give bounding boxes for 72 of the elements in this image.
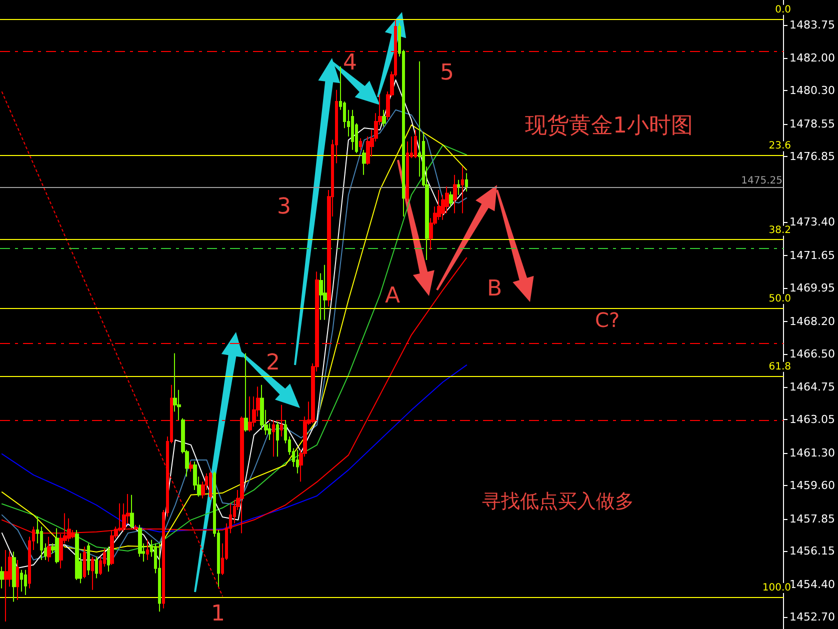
candlestick — [83, 546, 86, 579]
candlestick — [414, 129, 417, 159]
candlestick — [244, 352, 248, 432]
candlestick — [453, 174, 457, 214]
y-tick-label: 1466.50 — [790, 347, 836, 360]
annotation: 5 — [440, 60, 454, 86]
candlestick — [107, 546, 110, 572]
candlestick — [134, 524, 138, 531]
y-tick-label: 1476.85 — [790, 150, 836, 163]
y-tick-label: 1471.65 — [790, 249, 836, 262]
candlestick — [20, 569, 23, 592]
candlestick — [87, 542, 90, 576]
candlestick — [91, 556, 94, 590]
y-tick-label: 1452.70 — [790, 610, 836, 624]
y-tick-label: 1463.05 — [790, 413, 836, 426]
y-tick-label: 1473.40 — [790, 216, 836, 229]
annotation: 2 — [266, 350, 280, 376]
candlestick — [272, 419, 275, 458]
y-tick-label: 1464.75 — [790, 380, 836, 394]
annotation: 38.2 — [768, 225, 791, 236]
candlestick — [4, 550, 8, 622]
annotation: C? — [594, 308, 620, 332]
candlestick — [209, 471, 212, 500]
candlestick — [323, 264, 327, 320]
annotation: 4 — [343, 50, 357, 76]
candlestick — [351, 109, 354, 150]
candlestick — [449, 190, 453, 208]
candlestick — [47, 536, 51, 562]
candlestick — [465, 172, 468, 192]
annotation: A — [384, 284, 400, 308]
candlestick — [16, 559, 19, 601]
annotation: 100.0 — [762, 582, 791, 594]
candlestick — [75, 530, 79, 580]
candlestick — [146, 539, 149, 560]
y-tick-label: 1454.40 — [790, 578, 836, 592]
candlestick — [248, 396, 252, 432]
candlestick — [362, 149, 366, 176]
y-tick-label: 1478.55 — [790, 117, 836, 130]
candlestick — [0, 566, 4, 589]
y-tick-label: 1482.00 — [790, 52, 836, 65]
y-tick-label: 1456.15 — [790, 544, 836, 558]
y-tick-label: 1461.30 — [790, 446, 836, 460]
annotation: 1 — [211, 602, 225, 626]
candlestick — [138, 524, 142, 558]
candlestick — [276, 421, 279, 458]
ref-line-label: 1475.25 — [741, 175, 783, 186]
candlestick — [189, 461, 193, 472]
candlestick — [382, 109, 386, 127]
y-tick-label: 1468.20 — [790, 314, 836, 328]
candlestick — [461, 166, 464, 214]
annotation: 3 — [277, 194, 291, 220]
annotation: 寻找低点买入做多 — [482, 490, 634, 512]
y-tick-label: 1483.75 — [790, 18, 836, 32]
candlestick — [55, 528, 59, 564]
annotation: 50.0 — [768, 294, 791, 305]
candlestick — [12, 551, 16, 602]
candlestick — [158, 542, 161, 612]
y-tick-label: 1457.85 — [790, 512, 836, 526]
annotation: 61.8 — [768, 361, 791, 372]
candlestick — [359, 138, 362, 150]
candlestick — [24, 569, 27, 596]
candlestick — [95, 556, 98, 579]
annotation: B — [487, 276, 502, 302]
text: 现货黄金1小时图 — [525, 114, 693, 138]
y-tick-label: 1459.60 — [790, 478, 836, 492]
candlestick — [457, 179, 460, 196]
candlestick — [296, 449, 299, 474]
y-tick-label: 1480.30 — [790, 84, 836, 98]
annotation: 23.6 — [768, 140, 791, 152]
candlestick — [130, 494, 134, 529]
y-tick-label: 1469.95 — [790, 281, 836, 294]
annotation: 0.0 — [775, 4, 791, 16]
